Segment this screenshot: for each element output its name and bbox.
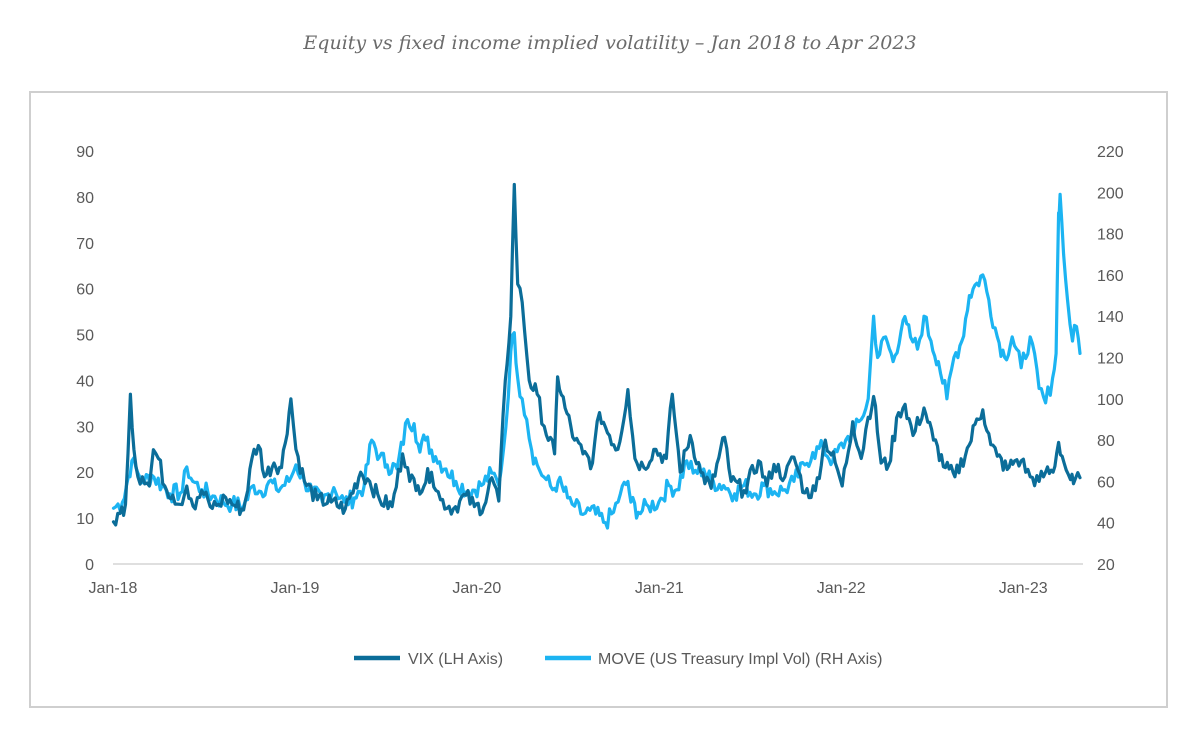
right-axis-tick-label: 180 (1097, 227, 1124, 244)
right-y-axis: 20 40 60 80 100 120 140 160 180 200 220 (1097, 144, 1124, 574)
left-axis-tick-label: 10 (76, 511, 94, 528)
left-axis-tick-label: 30 (76, 419, 94, 436)
right-axis-tick-label: 80 (1097, 433, 1115, 450)
right-axis-tick-label: 120 (1097, 351, 1124, 368)
right-axis-tick-label: 20 (1097, 557, 1115, 574)
left-axis-tick-label: 90 (76, 144, 94, 161)
right-axis-tick-label: 140 (1097, 309, 1124, 326)
left-axis-tick-label: 40 (76, 373, 94, 390)
x-axis-tick-label: Jan-22 (817, 580, 866, 597)
right-axis-tick-label: 60 (1097, 474, 1115, 491)
chart-frame (29, 91, 1168, 708)
chart-title: Equity vs fixed income implied volatilit… (303, 32, 917, 54)
x-axis-tick-label: Jan-19 (270, 580, 319, 597)
right-axis-tick-label: 200 (1097, 185, 1124, 202)
x-axis-tick-label: Jan-21 (635, 580, 684, 597)
legend-label-move: MOVE (US Treasury Impl Vol) (RH Axis) (598, 651, 883, 668)
left-axis-tick-label: 50 (76, 328, 94, 345)
right-axis-tick-label: 160 (1097, 268, 1124, 285)
x-axis-tick-label: Jan-20 (452, 580, 501, 597)
x-axis-tick-label: Jan-18 (89, 580, 138, 597)
series-line-move (111, 192, 1082, 530)
legend-label-vix: VIX (LH Axis) (408, 651, 503, 668)
left-axis-tick-label: 80 (76, 190, 94, 207)
left-y-axis: 0 10 20 30 40 50 60 70 80 90 (76, 144, 94, 574)
right-axis-tick-label: 220 (1097, 144, 1124, 161)
legend: VIX (LH Axis) MOVE (US Treasury Impl Vol)… (354, 651, 883, 668)
x-axis-tick-label: Jan-23 (999, 580, 1048, 597)
left-axis-tick-label: 60 (76, 282, 94, 299)
left-axis-tick-label: 20 (76, 465, 94, 482)
right-axis-tick-label: 100 (1097, 392, 1124, 409)
left-axis-tick-label: 0 (85, 557, 94, 574)
left-axis-tick-label: 70 (76, 236, 94, 253)
x-axis: Jan-18 Jan-19 Jan-20 Jan-21 Jan-22 Jan-23 (89, 563, 1083, 597)
series-line-vix (111, 182, 1082, 527)
right-axis-tick-label: 40 (1097, 516, 1115, 533)
series-layer (111, 182, 1082, 530)
